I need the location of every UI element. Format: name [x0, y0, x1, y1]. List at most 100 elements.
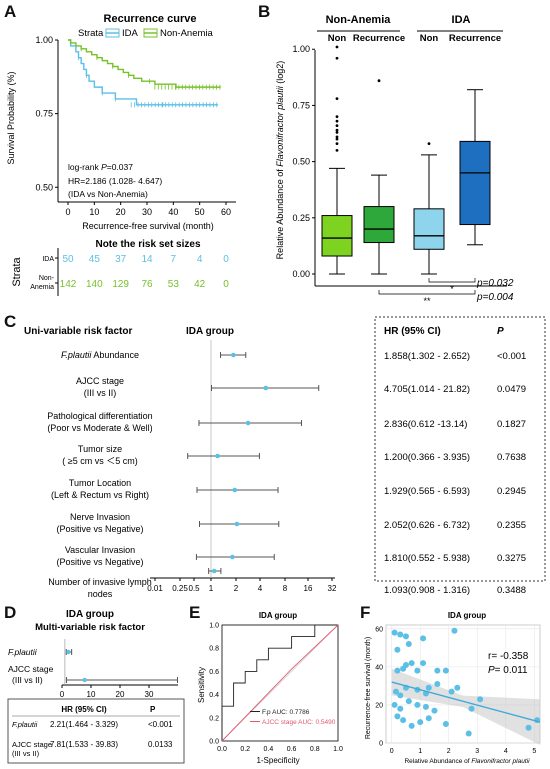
chart-f-p-label: P= 0.011	[488, 665, 528, 676]
chart-e-x-tick-label: 0.8	[310, 746, 320, 753]
forest-row-label: Vascular Invasion	[65, 545, 135, 555]
risk-value: 53	[168, 279, 180, 290]
forest-row-p: 0.2945	[497, 486, 526, 497]
chart-e-title: IDA group	[259, 611, 297, 620]
abundance-boxplot: Non-Anemia IDA 0.00 0.25 0.50 0.75 1.00 Non Re…	[275, 14, 514, 306]
forest-row-label: Nerve Invasion	[70, 512, 130, 522]
table-row-p: 0.0133	[148, 740, 173, 749]
forest-row-label: Number of invasive lymph	[48, 577, 152, 587]
box-outlier	[335, 124, 339, 128]
group-label-ida: IDA	[452, 14, 471, 26]
scatter-point	[434, 667, 441, 674]
category-label: Non	[328, 33, 347, 44]
forest-row-p: 0.0479	[497, 384, 526, 395]
scatter-point	[448, 688, 455, 695]
scatter-point	[391, 629, 398, 636]
chart-c-x-tick-label: 0.25	[172, 584, 188, 593]
forest-point	[234, 521, 240, 527]
chart-f-y-tick-label: 40	[375, 664, 383, 671]
scatter-point	[405, 698, 412, 705]
significance-p: p=0.032	[476, 278, 514, 289]
scatter-point	[442, 720, 449, 727]
chart-c-header-hr: HR (95% CI)	[384, 326, 441, 337]
scatter-point	[420, 660, 427, 667]
table-row-sublabel: (III vs II)	[12, 749, 40, 758]
scatter-point	[422, 703, 429, 710]
chart-e-legend-label: AJCC stage AUC: 0.5490	[262, 719, 336, 726]
chart-b-y-tick-label: 0.25	[292, 213, 310, 223]
forest-row-sublabel: (Positive vs Negative)	[56, 524, 143, 534]
survival-line-ida	[68, 39, 219, 106]
risk-value: 129	[112, 279, 129, 290]
forest-row-p: <0.001	[497, 351, 526, 362]
chart-d-x-tick-label: 10	[87, 690, 96, 699]
chart-c-x-tick-label: 2	[234, 584, 239, 593]
chart-a-annotation-hr: HR=2.186 (1.028- 4.647)	[68, 176, 162, 186]
chart-a-x-tick-label: 10	[89, 207, 99, 217]
forest-row-p: 0.7638	[497, 452, 526, 463]
chart-a-y-tick-label: 0.75	[35, 109, 53, 119]
risk-row-label: IDA	[42, 256, 54, 263]
forest-point	[211, 568, 217, 574]
survival-curve-chart: Recurrence curve Strata IDA Non-Anemia 0…	[6, 13, 236, 296]
chart-b-y-tick-label: 0.75	[292, 100, 310, 110]
chart-e-y-tick-label: 0.0	[209, 739, 219, 746]
scatter-point	[408, 660, 415, 667]
chart-a-y-tick-label: 1.00	[35, 35, 53, 45]
chart-a-title: Recurrence curve	[104, 13, 197, 25]
forest-row-hr: 1.929(0.565 - 6.593)	[384, 486, 470, 497]
risk-value: 50	[62, 254, 74, 265]
forest-row-hr: 4.705(1.014 - 21.82)	[384, 384, 470, 395]
forest-row-hr: 1.093(0.908 - 1.316)	[384, 585, 470, 596]
roc-line-ajcc	[221, 624, 339, 742]
table-row-hr: 7.81(1.533 - 39.83)	[50, 740, 118, 749]
chart-e-x-tick-label: 1.0	[333, 746, 343, 753]
forest-row-label: Tumor size	[78, 444, 122, 454]
box-outlier	[335, 56, 339, 60]
chart-e-y-tick-label: 0.2	[209, 715, 219, 722]
forest-row-sublabel: (III vs II)	[12, 675, 43, 685]
chart-c-x-tick-label: 0.01	[147, 584, 163, 593]
significance-stars: **	[423, 296, 431, 306]
scatter-point	[477, 696, 484, 703]
chart-a-x-tick-label: 30	[142, 207, 152, 217]
chart-c-x-tick-label: 32	[328, 584, 337, 593]
risk-table-ylabel: Strata	[11, 256, 23, 286]
panel-label-e: E	[189, 603, 201, 622]
chart-c-x-tick-label: 16	[304, 584, 313, 593]
box-outlier	[335, 135, 339, 139]
table-row-label: AJCC stage	[12, 740, 52, 749]
chart-a-legend: Strata IDA Non-Anemia	[78, 28, 214, 39]
chart-c-x-tick-label: 1	[209, 584, 214, 593]
chart-e-x-tick-label: 0.4	[264, 746, 274, 753]
chart-d-title: IDA group	[66, 609, 114, 620]
risk-value: 76	[141, 279, 153, 290]
roc-line-fp	[221, 624, 338, 741]
chart-e-y-tick-label: 1.0	[209, 623, 219, 630]
box-outlier	[335, 131, 339, 134]
table-row-hr: 2.21(1.464 - 3.329)	[50, 720, 118, 729]
chart-e-legend-label: F.p AUC: 0.7786	[262, 709, 310, 716]
chart-f-x-tick-label: 0	[390, 748, 394, 755]
forest-row-p: 0.3275	[497, 553, 526, 564]
scatter-point	[394, 646, 401, 653]
forest-point	[230, 554, 235, 560]
chart-e-y-tick-label: 0.8	[209, 646, 219, 653]
scatter-point	[397, 692, 404, 699]
chart-e-ylabel: Sensitivity	[197, 667, 206, 703]
chart-a-x-tick-label: 60	[221, 207, 231, 217]
scatter-point	[434, 681, 441, 687]
forest-row-hr: 1.810(0.552 - 5.938)	[384, 553, 470, 564]
scatter-point	[414, 667, 421, 674]
chart-a-annotation-logrank: log-rank P=0.037	[68, 162, 133, 172]
scatter-point	[417, 719, 424, 726]
box-iqr	[363, 206, 395, 244]
scatter-point	[525, 724, 532, 731]
chart-d-header-p: P	[150, 705, 156, 714]
survival-line-non-anemia	[68, 39, 221, 88]
category-label: Recurrence	[449, 33, 501, 44]
scatter-point	[420, 635, 427, 642]
risk-table-title: Note the risk set sizes	[95, 239, 200, 250]
scatter-point	[392, 688, 399, 695]
forest-row-hr: 2.836(0.612 -13.14)	[384, 419, 467, 430]
